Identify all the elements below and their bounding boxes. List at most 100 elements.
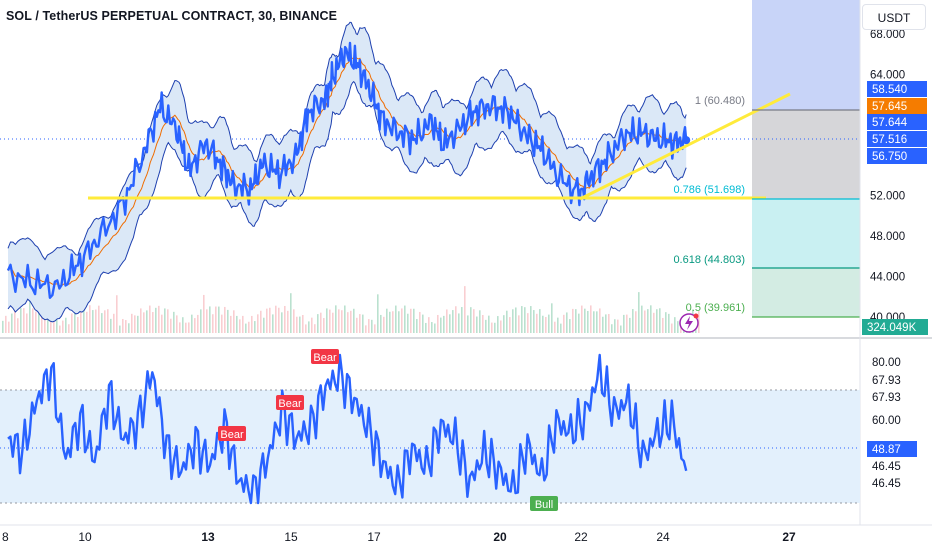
volume-bar <box>452 310 454 333</box>
volume-bar <box>458 313 460 333</box>
volume-badge-label: 324.049K <box>867 322 917 334</box>
volume-bar <box>182 317 184 333</box>
volume-bar <box>206 309 208 333</box>
volume-bar <box>551 303 553 333</box>
volume-bar <box>83 310 85 333</box>
time-axis[interactable]: 8 10 13 15 17 20 22 24 27 <box>0 524 932 544</box>
volume-bar <box>260 310 262 333</box>
volume-bar <box>380 314 382 333</box>
rsi-series-line[interactable] <box>7 353 688 505</box>
currency-button[interactable]: USDT <box>862 4 926 30</box>
volume-bar <box>536 313 538 333</box>
volume-bar <box>188 322 190 333</box>
fib-label-05: 0.5 (39.961) <box>686 302 745 314</box>
volume-bar <box>155 307 157 333</box>
volume-bar <box>11 313 13 333</box>
price-badges: 58.540 57.645 57.644 57.516 56.750 324.049K <box>862 81 928 335</box>
volume-bar <box>197 314 199 333</box>
volume-bar <box>89 305 91 333</box>
volume-bar <box>383 316 385 333</box>
fib-zone-green <box>752 268 860 317</box>
volume-bar <box>623 314 625 333</box>
volume-bar <box>221 314 223 333</box>
volume-bar <box>311 317 313 333</box>
volume-bar <box>158 305 160 333</box>
volume-bar <box>371 319 373 333</box>
volume-bar <box>674 317 676 333</box>
price-series-line[interactable] <box>6 41 688 299</box>
volume-bar <box>455 306 457 333</box>
time-tick-label: 22 <box>574 530 588 544</box>
volume-bar <box>641 305 643 333</box>
volume-bar <box>638 292 640 333</box>
bull-label <box>530 496 558 511</box>
volume-bar <box>575 309 577 333</box>
volume-bar <box>572 308 574 333</box>
price-tick-label: 48.000 <box>870 231 905 243</box>
bear-label-text: Bear <box>313 352 337 364</box>
volume-bar <box>479 310 481 333</box>
volume-bar <box>32 308 34 333</box>
volume-bar <box>569 319 571 333</box>
volume-bar <box>41 311 43 333</box>
volume-bar <box>38 305 40 333</box>
volume-bar <box>671 323 673 333</box>
volume-bar <box>257 314 259 333</box>
volume-bar <box>521 306 523 333</box>
price-badge <box>867 114 927 130</box>
volume-bar <box>275 305 277 333</box>
time-tick-label: 20 <box>493 530 507 544</box>
volume-bar <box>398 311 400 333</box>
rsi-tick-label: 67.93 <box>872 375 901 387</box>
volume-bar <box>8 321 10 333</box>
volume-bar <box>446 309 448 333</box>
volume-bar <box>626 314 628 333</box>
volume-bar <box>287 310 289 333</box>
rsi-current-label: 48.87 <box>872 444 901 456</box>
bollinger-bands <box>7 21 687 323</box>
volume-bar <box>212 314 214 333</box>
volume-bar <box>119 325 121 333</box>
volume-bar <box>374 324 376 333</box>
volume-bar <box>284 305 286 333</box>
volume-bars <box>2 285 700 333</box>
volume-bar <box>113 313 115 333</box>
volume-bar <box>611 324 613 333</box>
volume-bar <box>680 324 682 333</box>
volume-bar <box>74 312 76 333</box>
volume-bar <box>200 309 202 333</box>
rising-trendline[interactable] <box>579 92 791 201</box>
volume-bar <box>353 308 355 333</box>
volume-bar <box>248 321 250 333</box>
volume-bar <box>614 319 616 333</box>
volume-bar <box>14 310 16 333</box>
rsi-axis[interactable]: 80.00 67.93 67.93 60.00 48.87 46.45 46.45 <box>867 357 917 490</box>
volume-bar <box>347 312 349 333</box>
volume-bar <box>116 295 118 333</box>
volume-bar <box>143 312 145 333</box>
volume-bar <box>359 314 361 333</box>
chart-title: SOL / TetherUS PERPETUAL CONTRACT, 30, B… <box>6 9 338 23</box>
bear-label <box>311 349 339 364</box>
volume-bar <box>110 318 112 333</box>
price-tick-label: 52.000 <box>870 191 905 203</box>
lightning-alert-icon[interactable] <box>679 313 699 333</box>
volume-bar <box>596 311 598 333</box>
volume-bar <box>323 318 325 333</box>
volume-bar <box>134 315 136 333</box>
volume-bar <box>581 305 583 333</box>
volume-bar <box>101 313 103 333</box>
volume-bar <box>464 286 466 333</box>
volume-bar <box>164 308 166 333</box>
volume-bar <box>608 314 610 333</box>
volume-bar <box>137 315 139 333</box>
volume-bar <box>491 322 493 333</box>
volume-bar <box>437 314 439 333</box>
volume-bar <box>149 305 151 333</box>
volume-bar <box>509 317 511 333</box>
volume-bar <box>209 306 211 333</box>
volume-bar <box>95 309 97 333</box>
volume-bar <box>71 313 73 333</box>
